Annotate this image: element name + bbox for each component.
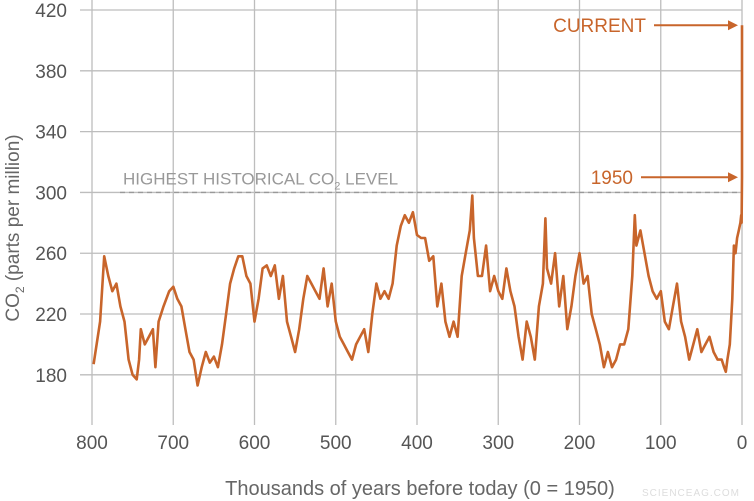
y-tick-label: 380 bbox=[35, 62, 67, 83]
x-tick-label: 700 bbox=[157, 433, 189, 454]
x-tick-label: 800 bbox=[76, 433, 108, 454]
y-tick-label: 300 bbox=[35, 183, 67, 204]
y-tick-label: 260 bbox=[35, 244, 67, 265]
y-tick-label: 340 bbox=[35, 123, 67, 144]
x-tick-label: 400 bbox=[401, 433, 433, 454]
co2-line bbox=[92, 25, 744, 387]
reference-label-part: 2 bbox=[334, 180, 340, 192]
reference-label-part: LEVEL bbox=[340, 169, 398, 188]
x-tick-label: 600 bbox=[239, 433, 271, 454]
y-axis-title-part: CO bbox=[3, 293, 24, 322]
x-axis-title: Thousands of years before today (0 = 195… bbox=[225, 478, 615, 500]
x-tick-label: 100 bbox=[645, 433, 677, 454]
x-tick-label: 0 bbox=[737, 433, 748, 454]
y-axis-title-sub: 2 bbox=[13, 286, 27, 293]
reference-label: HIGHEST HISTORICAL CO2 LEVEL bbox=[123, 169, 398, 192]
x-tick-label: 300 bbox=[482, 433, 514, 454]
y-axis-title-part: (parts per million) bbox=[3, 134, 24, 286]
watermark: SCIENCEAG.COM bbox=[642, 488, 740, 499]
y-tick-label: 420 bbox=[35, 1, 67, 22]
arrow-head bbox=[728, 172, 738, 183]
annotation-label: CURRENT bbox=[553, 16, 646, 37]
y-axis-title: CO2 (parts per million) bbox=[3, 134, 27, 321]
y-tick-label: 220 bbox=[35, 305, 67, 326]
x-tick-label: 200 bbox=[564, 433, 596, 454]
x-tick-label: 500 bbox=[320, 433, 352, 454]
reference-label-part: HIGHEST HISTORICAL CO bbox=[123, 169, 334, 188]
arrow-head bbox=[728, 20, 738, 31]
y-tick-label: 180 bbox=[35, 366, 67, 387]
annotation-label: 1950 bbox=[591, 168, 633, 189]
